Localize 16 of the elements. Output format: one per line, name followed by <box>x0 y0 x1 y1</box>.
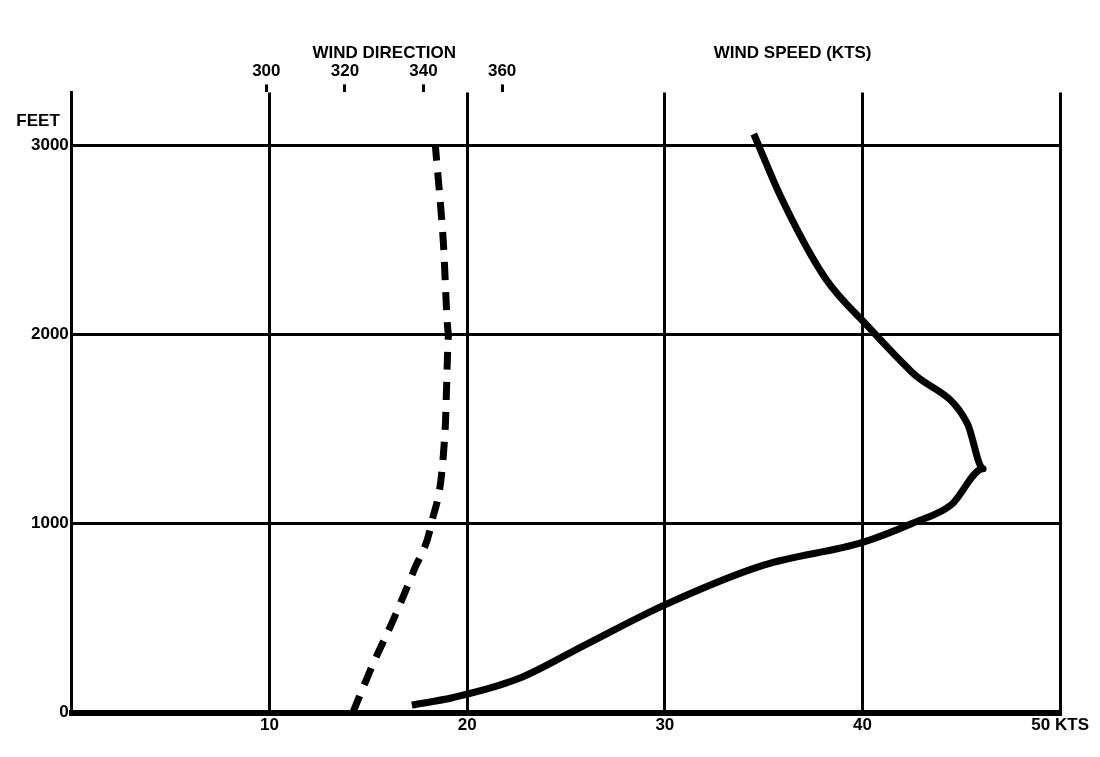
x2-tick-label: 300 <box>252 60 281 80</box>
x-tick-label: 50 KTS <box>1031 715 1089 735</box>
y-axis-title: FEET <box>16 110 61 130</box>
y-tick-label: 1000 <box>30 513 69 533</box>
y-tick-label: 3000 <box>30 135 69 155</box>
x2-tick-label: 340 <box>409 60 438 80</box>
x-tick-label: 20 <box>457 715 477 735</box>
x-tick-label: 10 <box>260 715 279 735</box>
x2-tick-label: 360 <box>487 60 517 80</box>
y-tick-label: 2000 <box>30 324 69 344</box>
y-tick-label: 0 <box>59 702 69 722</box>
x2-tick-label: 320 <box>330 60 360 80</box>
x-tick-label: 30 <box>655 715 675 735</box>
x-tick-label: 40 <box>853 715 872 735</box>
text: WIND SPEED (KTS) <box>713 43 872 63</box>
x2-axis-title: WIND DIRECTION <box>312 43 457 63</box>
